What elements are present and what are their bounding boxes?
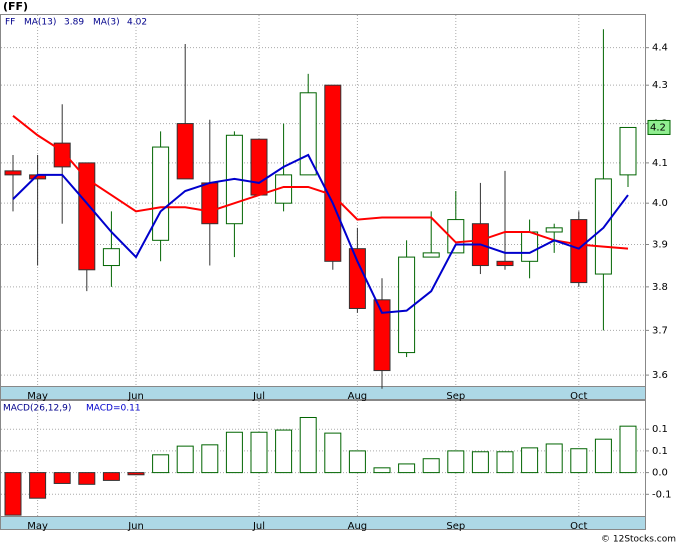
y-tick-label: 4.1 bbox=[652, 158, 668, 169]
ma-line bbox=[12, 153, 629, 314]
legend-symbol: FF bbox=[5, 18, 15, 28]
macd-legend: MACD=0.11 bbox=[86, 404, 141, 414]
candle-body bbox=[102, 248, 120, 267]
candle-body bbox=[78, 162, 96, 271]
macd-bar bbox=[324, 432, 342, 474]
macd-bar bbox=[619, 425, 637, 474]
candle-body bbox=[324, 84, 342, 262]
candle-body bbox=[496, 260, 514, 267]
macd-bar bbox=[348, 450, 366, 474]
x-tick-label: Aug bbox=[348, 391, 368, 402]
macd-bar bbox=[275, 429, 293, 474]
macd-bar bbox=[299, 416, 317, 474]
candle-body bbox=[299, 92, 317, 176]
candle-body bbox=[201, 182, 219, 225]
candle-body bbox=[570, 219, 588, 284]
y-tick-label: 3.6 bbox=[652, 370, 668, 381]
x-tick-label: May bbox=[27, 521, 48, 532]
y-tick-label: 0.1 bbox=[652, 446, 668, 457]
chart-title: (FF) bbox=[3, 0, 28, 13]
macd-bar bbox=[373, 467, 391, 474]
legend-entry: MA(13) bbox=[24, 18, 56, 28]
macd-bar bbox=[422, 458, 440, 474]
month-strip bbox=[0, 516, 646, 530]
macd-bar bbox=[521, 447, 539, 474]
footer: © 12Stocks.com bbox=[601, 535, 676, 545]
candle-body bbox=[521, 231, 539, 262]
price-tag-label: 4.2 bbox=[650, 122, 666, 133]
candle-body bbox=[152, 146, 170, 241]
x-tick-label: Jun bbox=[127, 521, 144, 532]
x-tick-label: Sep bbox=[446, 521, 465, 532]
price-tag-box bbox=[647, 119, 671, 135]
macd-bar bbox=[102, 472, 120, 481]
legend-entry: MA(3) bbox=[93, 18, 120, 28]
x-tick-label: Oct bbox=[570, 391, 587, 402]
macd-bar bbox=[176, 445, 194, 474]
macd-bar bbox=[570, 448, 588, 474]
candle-body bbox=[398, 256, 416, 354]
macd-bar bbox=[398, 463, 416, 474]
macd-bar bbox=[447, 450, 465, 474]
macd-bar bbox=[29, 472, 47, 499]
y-tick-label: 4.0 bbox=[652, 198, 668, 209]
x-tick-label: Sep bbox=[446, 391, 465, 402]
macd-bar bbox=[250, 431, 268, 474]
candle-body bbox=[373, 299, 391, 372]
macd-bar bbox=[201, 444, 219, 474]
candle-body bbox=[250, 138, 268, 196]
macd-bar bbox=[225, 431, 243, 474]
y-tick-label: 4.4 bbox=[652, 43, 668, 54]
macd-bar bbox=[545, 443, 563, 474]
ma-line bbox=[12, 115, 629, 250]
macd-bar bbox=[594, 438, 612, 474]
macd-bar bbox=[471, 451, 489, 474]
x-tick-label: May bbox=[27, 391, 48, 402]
candle-body bbox=[545, 227, 563, 233]
legend-value: 4.02 bbox=[127, 18, 147, 28]
candle-body bbox=[4, 170, 22, 176]
x-tick-label: Jul bbox=[252, 391, 265, 402]
macd-bar bbox=[496, 451, 514, 474]
x-tick-label: Oct bbox=[570, 521, 587, 532]
y-tick-label: 3.9 bbox=[652, 239, 668, 250]
candle-body bbox=[619, 126, 637, 176]
macd-bar bbox=[127, 472, 145, 476]
y-tick-label: 0.0 bbox=[652, 468, 668, 479]
y-tick-label: -0.1 bbox=[652, 489, 672, 500]
month-strip bbox=[0, 386, 646, 400]
x-tick-label: Jun bbox=[127, 391, 144, 402]
y-tick-label: 4.3 bbox=[652, 80, 668, 91]
macd-bar bbox=[152, 454, 170, 474]
candle-body bbox=[176, 123, 194, 180]
legend-value: 3.89 bbox=[64, 18, 84, 28]
macd-bar bbox=[78, 472, 96, 485]
x-tick-label: Aug bbox=[348, 521, 368, 532]
candle-body bbox=[422, 252, 440, 258]
macd-title: MACD(26,12,9) bbox=[3, 404, 71, 414]
x-tick-label: Jul bbox=[252, 521, 265, 532]
candle-body bbox=[348, 248, 366, 309]
macd-bar bbox=[53, 472, 71, 484]
y-tick-label: 3.7 bbox=[652, 325, 668, 336]
y-tick-label: 3.8 bbox=[652, 282, 668, 293]
y-tick-label: 0.1 bbox=[652, 424, 668, 435]
macd-bar bbox=[4, 472, 22, 516]
